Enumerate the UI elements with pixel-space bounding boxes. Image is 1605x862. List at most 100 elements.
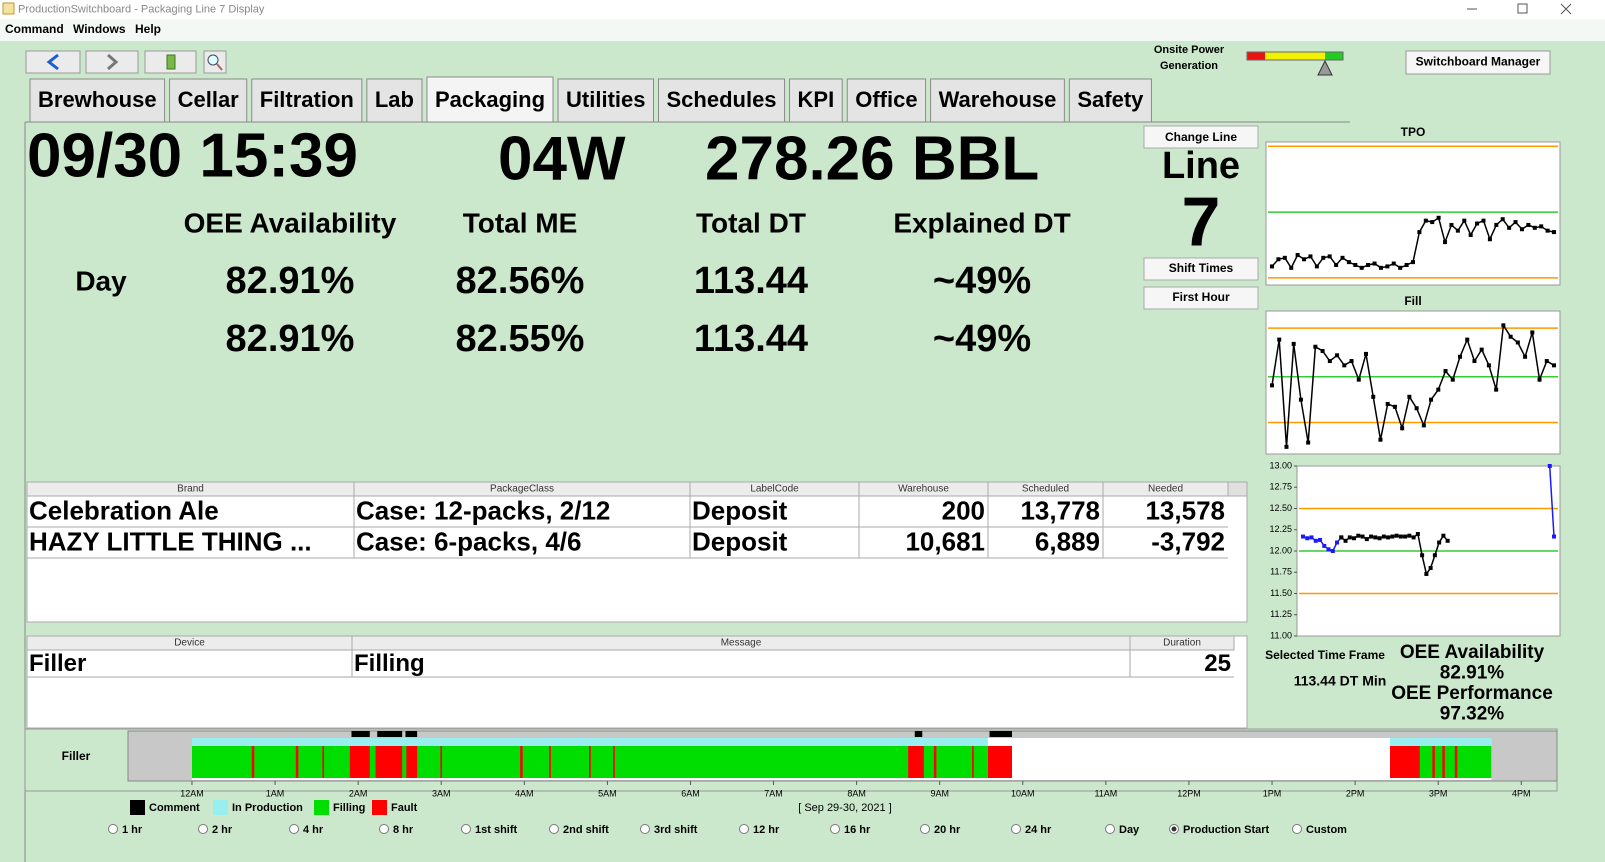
data-point	[1295, 252, 1300, 257]
radio-label[interactable]: Day	[1119, 824, 1140, 836]
tab-label[interactable]: Filtration	[260, 87, 354, 112]
column-header: Warehouse	[898, 484, 949, 495]
summary-text: OEE Performance	[1391, 683, 1553, 704]
x-tick-label: 3PM	[1429, 788, 1448, 798]
y-tick-label: 11.50	[1270, 588, 1292, 598]
radio-label[interactable]: 4 hr	[303, 824, 324, 836]
timeline-label: Filler	[62, 749, 91, 763]
data-point	[1394, 533, 1399, 538]
timeline-span	[520, 746, 523, 778]
radio-button[interactable]	[739, 824, 749, 834]
data-point	[1539, 224, 1544, 229]
tab[interactable]	[930, 78, 1065, 123]
tab[interactable]	[29, 78, 166, 123]
tab-label[interactable]: Safety	[1077, 87, 1144, 112]
tab[interactable]	[1068, 78, 1152, 123]
tab-label[interactable]: Warehouse	[939, 87, 1057, 112]
close-icon	[1560, 3, 1572, 15]
toolbar-button[interactable]	[85, 50, 139, 74]
timeline-span	[908, 746, 924, 778]
data-point	[1552, 534, 1556, 539]
data-point	[1385, 401, 1390, 406]
data-point	[1537, 377, 1542, 382]
radio-label[interactable]: 3rd shift	[654, 824, 698, 836]
data-point	[1445, 538, 1450, 543]
power-label: Generation	[1160, 60, 1218, 72]
data-point	[1508, 334, 1513, 339]
radio-button[interactable]	[549, 824, 559, 834]
data-point	[1530, 330, 1535, 335]
menu-item[interactable]: Help	[135, 22, 161, 36]
radio-label[interactable]: 1 hr	[122, 824, 143, 836]
radio-label[interactable]: 8 hr	[393, 824, 414, 836]
data-point	[1385, 264, 1390, 269]
tab-label[interactable]: Lab	[375, 87, 414, 112]
x-tick-label: 5AM	[598, 788, 617, 798]
radio-label[interactable]: 20 hr	[934, 824, 961, 836]
legend-swatch	[314, 800, 329, 815]
timeline-span	[613, 746, 615, 778]
radio-label[interactable]: Production Start	[1183, 824, 1270, 836]
tab-label[interactable]: Office	[855, 87, 917, 112]
tab-label[interactable]: Packaging	[435, 87, 545, 112]
radio-dot	[1171, 826, 1177, 832]
data-point	[1544, 359, 1549, 364]
toolbar-button[interactable]	[25, 50, 81, 74]
radio-label[interactable]: 16 hr	[844, 824, 871, 836]
menu-item[interactable]: Windows	[73, 22, 126, 36]
data-point	[1523, 354, 1528, 359]
data-point	[1378, 437, 1383, 442]
line-number: 7	[1182, 182, 1221, 260]
data-point	[1284, 444, 1289, 449]
radio-button[interactable]	[830, 824, 840, 834]
data-point	[1390, 534, 1395, 539]
data-point	[1487, 237, 1492, 242]
change-line-button[interactable]	[1143, 125, 1259, 149]
radio-button[interactable]	[1011, 824, 1021, 834]
panel-button[interactable]	[1143, 257, 1259, 281]
panel-button[interactable]	[1143, 286, 1259, 310]
data-point	[1404, 262, 1409, 267]
radio-button[interactable]	[108, 824, 118, 834]
data-point	[1507, 225, 1512, 230]
switchboard-button[interactable]	[1405, 50, 1551, 75]
data-point	[1352, 536, 1357, 541]
tab-label[interactable]: KPI	[798, 87, 835, 112]
radio-button[interactable]	[920, 824, 930, 834]
tab-label[interactable]: Brewhouse	[38, 87, 157, 112]
radio-button[interactable]	[289, 824, 299, 834]
data-point	[1547, 464, 1552, 468]
menu-item[interactable]: Command	[5, 22, 64, 36]
x-tick-label: 9AM	[930, 788, 949, 798]
radio-button[interactable]	[1292, 824, 1302, 834]
radio-label[interactable]: 12 hr	[753, 824, 780, 836]
tab[interactable]	[846, 78, 927, 123]
radio-button[interactable]	[379, 824, 389, 834]
radio-label[interactable]: 2 hr	[212, 824, 233, 836]
radio-button[interactable]	[461, 824, 471, 834]
tab[interactable]	[658, 78, 786, 123]
data-point	[1428, 566, 1433, 570]
radio-label[interactable]: Custom	[1306, 824, 1347, 836]
tab[interactable]	[251, 78, 363, 123]
data-point	[1372, 261, 1377, 266]
radio-label[interactable]: 1st shift	[475, 824, 518, 836]
radio-button[interactable]	[1105, 824, 1115, 834]
data-point	[1414, 406, 1419, 411]
tab[interactable]	[169, 78, 248, 123]
radio-label[interactable]: 24 hr	[1025, 824, 1052, 836]
cell: Case: 6-packs, 4/6	[356, 526, 581, 556]
tab[interactable]	[789, 78, 843, 123]
radio-button[interactable]	[198, 824, 208, 834]
radio-button[interactable]	[640, 824, 650, 834]
gauge-green	[1325, 52, 1343, 60]
data-point	[1449, 222, 1454, 227]
y-tick-label: 12.25	[1269, 524, 1292, 534]
timeline-span	[406, 746, 418, 778]
tab-label[interactable]: Utilities	[566, 87, 645, 112]
tab-label[interactable]: Cellar	[178, 87, 240, 112]
radio-label[interactable]: 2nd shift	[563, 824, 609, 836]
metric-header: Explained DT	[893, 207, 1070, 238]
tab-label[interactable]: Schedules	[667, 87, 777, 112]
data-point	[1340, 255, 1345, 260]
